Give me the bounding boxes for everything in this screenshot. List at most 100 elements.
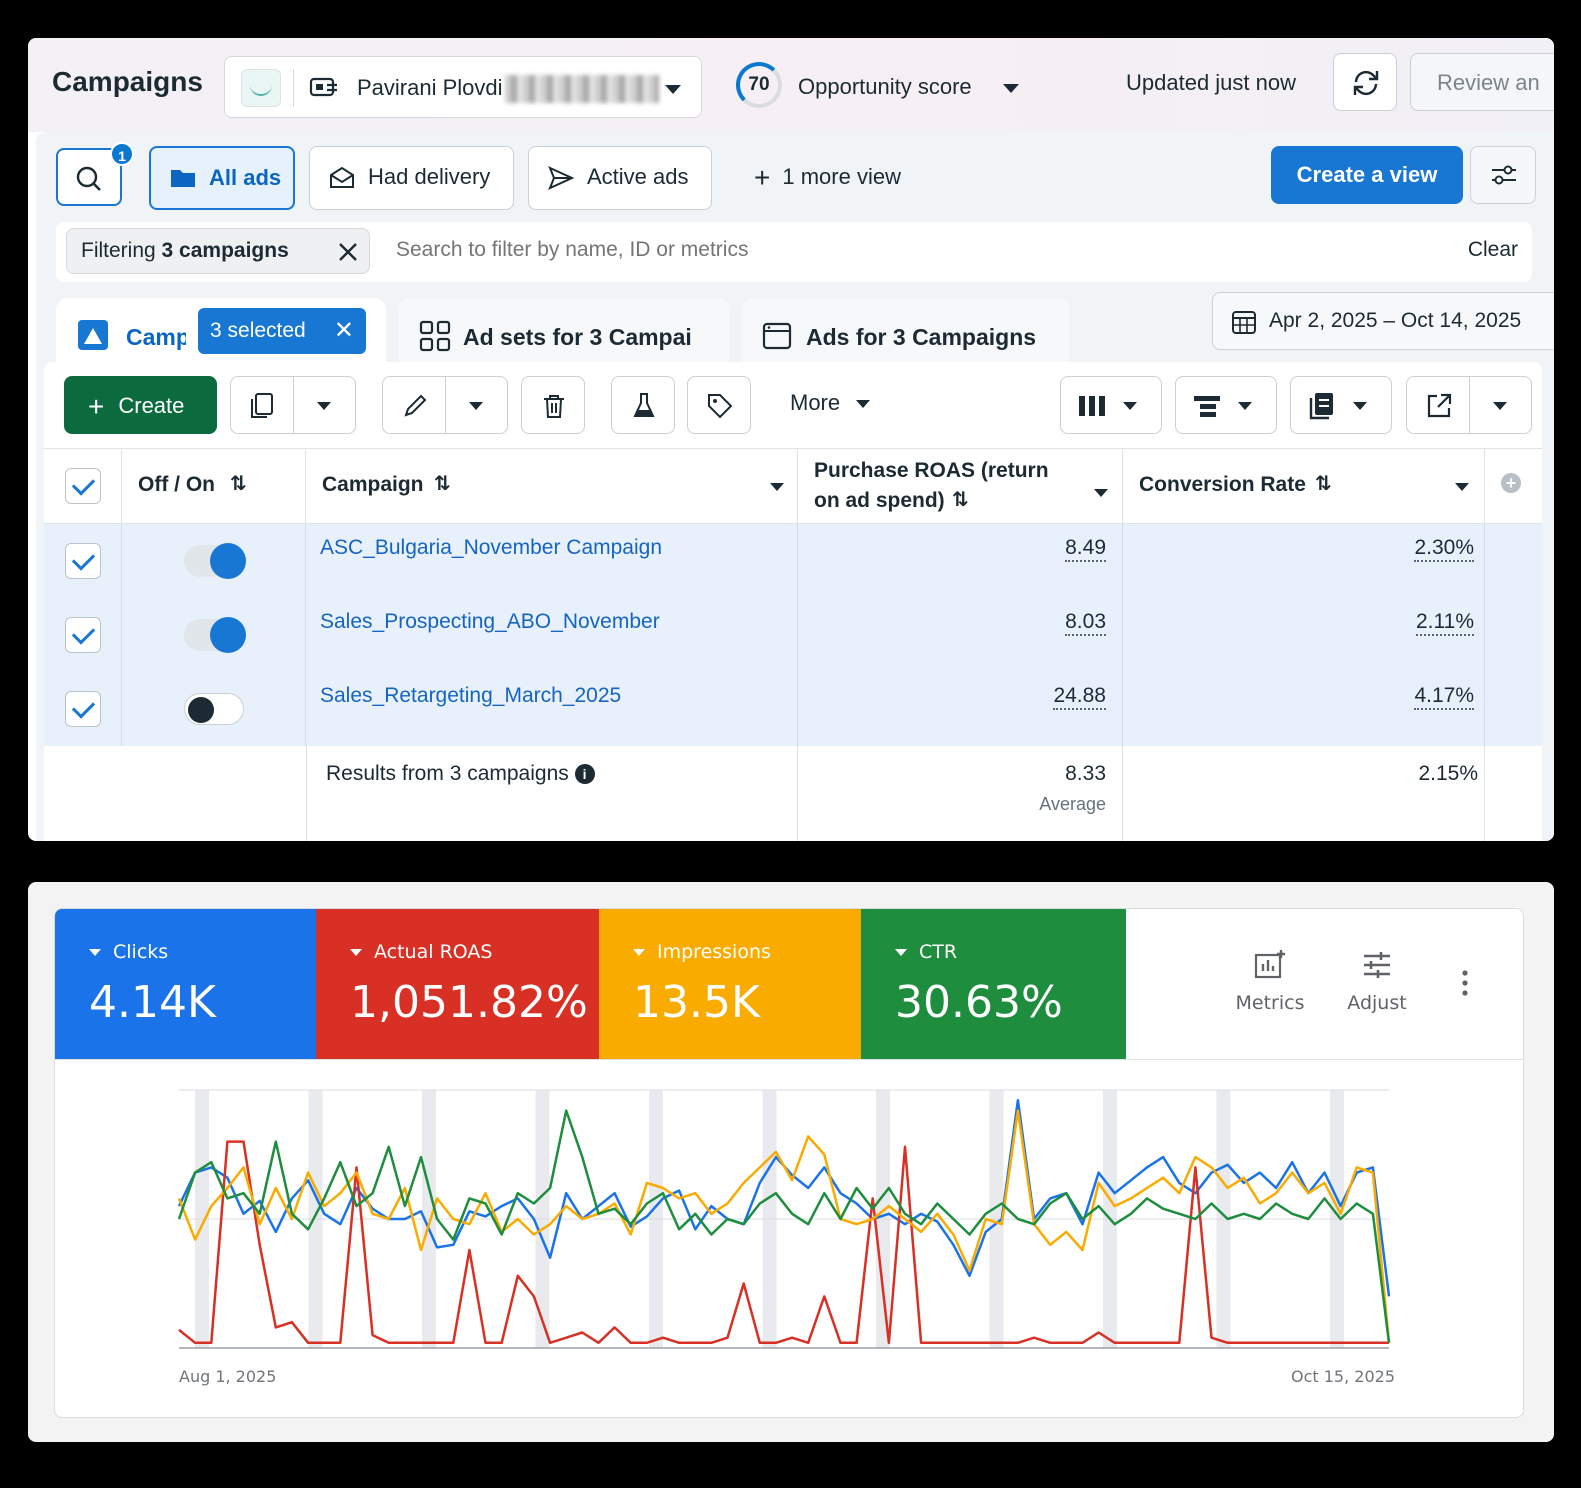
tag-icon (708, 394, 733, 419)
adjust-button[interactable]: Adjust (1332, 949, 1422, 1014)
refresh-button[interactable] (1333, 53, 1397, 111)
opportunity-score-value: 70 (748, 74, 770, 95)
more-vert-icon[interactable] (1455, 969, 1475, 999)
chevron-down-icon[interactable] (469, 402, 483, 410)
table-row[interactable]: Sales_Prospecting_ABO_November 8.03 2.11… (44, 598, 1542, 672)
search-button[interactable] (56, 148, 122, 206)
account-selector[interactable]: Pavirani Plovdi (224, 56, 702, 118)
more-button[interactable]: More (790, 390, 871, 416)
tab-ad-sets-label: Ad sets for 3 Campai (463, 324, 692, 350)
sort-icon[interactable]: ⇅ (1315, 473, 1332, 495)
summary-roas-note: Average (1039, 794, 1106, 814)
columns-button[interactable] (1060, 376, 1162, 434)
campaign-toggle[interactable] (184, 543, 246, 579)
column-conv-label: Conversion Rate (1139, 473, 1306, 496)
breakdown-button[interactable] (1175, 376, 1277, 434)
close-icon[interactable]: ✕ (333, 317, 354, 344)
columns-icon (1079, 396, 1105, 416)
refresh-icon (1353, 70, 1379, 96)
tab-all-ads-label: All ads (209, 165, 282, 190)
roas-value[interactable]: 24.88 (1053, 684, 1106, 710)
column-header-toggle[interactable]: Off / On ⇅ (122, 449, 306, 525)
tab-had-delivery[interactable]: Had delivery (309, 146, 514, 210)
column-header-roas[interactable]: Purchase ROAS (return on ad spend) ⇅ (798, 449, 1123, 525)
campaign-toggle[interactable] (184, 617, 246, 653)
chevron-down-icon (1238, 402, 1252, 410)
ab-test-button[interactable] (611, 376, 675, 434)
column-roas-label: Purchase ROAS (return (814, 459, 1049, 482)
export-button[interactable] (1406, 376, 1532, 434)
kpi-impressions[interactable]: Impressions 13.5K (599, 909, 861, 1059)
create-button[interactable]: + Create (64, 376, 217, 434)
series-line-ctr (177, 1109, 1391, 1343)
more-view-button[interactable]: +1 more view (754, 162, 901, 194)
opportunity-score-label[interactable]: Opportunity score (798, 74, 972, 99)
kpi-ctr[interactable]: CTR 30.63% (861, 909, 1126, 1059)
table-row[interactable]: ASC_Bulgaria_November Campaign 8.49 2.30… (44, 524, 1542, 598)
review-button[interactable]: Review an (1410, 53, 1554, 111)
conversion-value[interactable]: 2.11% (1416, 610, 1474, 636)
select-all-checkbox[interactable] (65, 468, 101, 504)
chevron-down-icon[interactable] (1003, 84, 1019, 93)
conversion-value[interactable]: 2.30% (1414, 536, 1474, 562)
selected-count: 3 selected (210, 319, 306, 342)
campaign-toggle[interactable] (184, 693, 244, 725)
kpi-actual-roas[interactable]: Actual ROAS 1,051.82% (316, 909, 599, 1059)
tab-active-ads-label: Active ads (587, 164, 689, 189)
chevron-down-icon (665, 85, 681, 94)
row-checkbox[interactable] (65, 691, 101, 727)
kpi-roas-value: 1,051.82% (350, 977, 588, 1028)
column-header-conversion[interactable]: Conversion Rate ⇅ (1123, 449, 1485, 525)
duplicate-icon (251, 393, 273, 418)
chevron-down-icon[interactable] (317, 402, 331, 410)
kpi-clicks[interactable]: Clicks 4.14K (55, 909, 316, 1059)
sort-icon[interactable]: ⇅ (952, 489, 969, 511)
filter-chip[interactable]: Filtering 3 campaigns (66, 228, 370, 274)
chevron-down-icon[interactable] (1493, 402, 1507, 410)
tab-all-ads[interactable]: All ads (149, 146, 295, 210)
column-header-campaign[interactable]: Campaign ⇅ (306, 449, 798, 525)
conversion-value[interactable]: 4.17% (1414, 684, 1474, 710)
campaign-name-link[interactable]: ASC_Bulgaria_November Campaign (320, 536, 663, 559)
duplicate-button[interactable] (230, 376, 356, 434)
info-icon[interactable]: i (574, 764, 595, 784)
chevron-down-icon[interactable] (1094, 489, 1108, 497)
opportunity-score-ring[interactable] (736, 62, 782, 108)
tag-button[interactable] (687, 376, 751, 434)
close-icon[interactable] (337, 241, 359, 263)
edit-button[interactable] (382, 376, 508, 434)
tab-ad-sets[interactable]: Ad sets for 3 Campai (399, 298, 729, 374)
row-checkbox[interactable] (65, 543, 101, 579)
tab-campaigns[interactable]: Camp 3 selected ✕ (56, 298, 386, 374)
select-all-cell (44, 449, 122, 525)
summary-label: Results from 3 campaigns i (326, 762, 595, 786)
metrics-label: Metrics (1235, 992, 1305, 1014)
create-view-button[interactable]: Create a view (1271, 146, 1463, 204)
delete-button[interactable] (521, 376, 585, 434)
chevron-down-icon[interactable] (1455, 483, 1469, 491)
tab-ads[interactable]: Ads for 3 Campaigns (742, 298, 1070, 374)
chevron-down-icon (1353, 402, 1367, 410)
filter-bar: Filtering 3 campaigns Clear (56, 222, 1532, 282)
add-column-icon[interactable]: + (1501, 473, 1521, 493)
tab-active-ads[interactable]: Active ads (528, 146, 712, 210)
campaign-name-link[interactable]: Sales_Retargeting_March_2025 (320, 684, 622, 707)
view-settings-button[interactable] (1470, 146, 1536, 204)
chevron-down-icon[interactable] (770, 483, 784, 491)
clear-filter-button[interactable]: Clear (1467, 238, 1518, 261)
roas-value[interactable]: 8.49 (1065, 536, 1106, 562)
selected-badge[interactable]: 3 selected ✕ (198, 308, 366, 354)
updated-status: Updated just now (1126, 70, 1296, 95)
table-row[interactable]: Sales_Retargeting_March_2025 24.88 4.17% (44, 672, 1542, 746)
campaign-name-link[interactable]: Sales_Prospecting_ABO_November (320, 610, 660, 633)
summary-conversion: 2.15% (1418, 762, 1478, 785)
roas-value[interactable]: 8.03 (1065, 610, 1106, 636)
row-checkbox[interactable] (65, 617, 101, 653)
sort-icon[interactable]: ⇅ (434, 473, 451, 495)
tab-ads-label: Ads for 3 Campaigns (806, 324, 1037, 350)
sort-icon[interactable]: ⇅ (230, 473, 247, 495)
date-range-picker[interactable]: Apr 2, 2025 – Oct 14, 2025 (1212, 292, 1554, 350)
reports-button[interactable] (1290, 376, 1392, 434)
metrics-button[interactable]: Metrics (1225, 949, 1315, 1014)
filter-search-input[interactable] (396, 238, 1296, 262)
